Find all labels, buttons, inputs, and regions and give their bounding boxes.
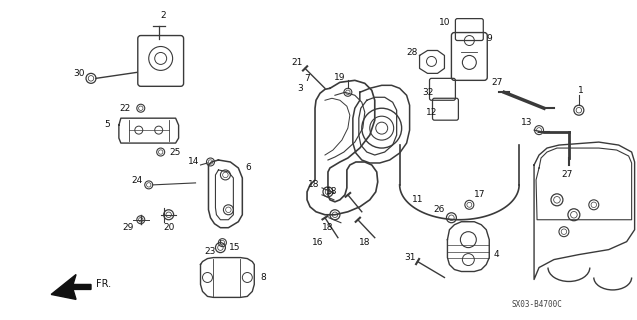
Text: 26: 26 <box>434 205 445 214</box>
Text: 28: 28 <box>406 48 417 57</box>
Text: 20: 20 <box>163 223 175 232</box>
Text: 15: 15 <box>229 243 240 252</box>
Text: 8: 8 <box>261 273 266 282</box>
Polygon shape <box>51 275 91 300</box>
Text: FR.: FR. <box>96 279 111 290</box>
Text: 25: 25 <box>169 148 180 156</box>
Text: 18: 18 <box>359 238 371 247</box>
Text: 32: 32 <box>422 88 433 97</box>
Text: 30: 30 <box>73 69 85 78</box>
Text: 12: 12 <box>426 108 437 117</box>
Text: 2: 2 <box>160 11 166 20</box>
Text: 29: 29 <box>122 223 134 232</box>
Text: 21: 21 <box>291 58 303 67</box>
Text: 5: 5 <box>104 120 110 129</box>
Text: SX03-B4700C: SX03-B4700C <box>512 300 562 309</box>
Text: 31: 31 <box>404 253 415 262</box>
Text: 14: 14 <box>188 157 199 166</box>
Text: 22: 22 <box>119 104 131 113</box>
Text: 1: 1 <box>578 86 583 95</box>
Text: 19: 19 <box>334 73 346 82</box>
Text: 13: 13 <box>521 118 533 127</box>
Text: 7: 7 <box>304 74 310 83</box>
Text: 6: 6 <box>245 164 251 172</box>
Text: 18: 18 <box>322 223 334 232</box>
Text: 9: 9 <box>487 34 492 43</box>
Text: 23: 23 <box>204 247 216 256</box>
Text: 4: 4 <box>494 250 499 259</box>
Text: 27: 27 <box>492 78 503 87</box>
Text: 11: 11 <box>412 195 424 204</box>
Text: 18: 18 <box>308 180 320 189</box>
Text: 27: 27 <box>561 171 573 180</box>
Text: 16: 16 <box>312 238 324 247</box>
Text: 18: 18 <box>326 188 338 196</box>
Text: 10: 10 <box>439 18 450 27</box>
Text: 24: 24 <box>131 176 143 185</box>
Text: 17: 17 <box>473 190 485 199</box>
Text: 3: 3 <box>297 84 303 93</box>
